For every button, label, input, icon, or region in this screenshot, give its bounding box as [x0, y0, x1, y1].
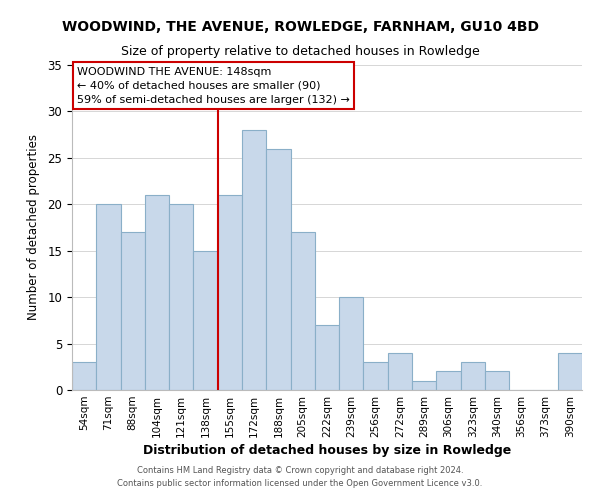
Bar [218, 195, 242, 390]
Y-axis label: Number of detached properties: Number of detached properties [28, 134, 40, 320]
Bar [72, 362, 96, 390]
Bar [169, 204, 193, 390]
Bar [412, 380, 436, 390]
Bar [339, 297, 364, 390]
Bar [388, 353, 412, 390]
Bar [242, 130, 266, 390]
Bar [193, 250, 218, 390]
Bar [558, 353, 582, 390]
Bar [436, 372, 461, 390]
Bar [266, 148, 290, 390]
Bar [96, 204, 121, 390]
Text: Size of property relative to detached houses in Rowledge: Size of property relative to detached ho… [121, 45, 479, 58]
Text: Contains HM Land Registry data © Crown copyright and database right 2024.
Contai: Contains HM Land Registry data © Crown c… [118, 466, 482, 487]
Text: WOODWIND THE AVENUE: 148sqm
← 40% of detached houses are smaller (90)
59% of sem: WOODWIND THE AVENUE: 148sqm ← 40% of det… [77, 66, 350, 104]
Bar [364, 362, 388, 390]
X-axis label: Distribution of detached houses by size in Rowledge: Distribution of detached houses by size … [143, 444, 511, 457]
Bar [145, 195, 169, 390]
Bar [485, 372, 509, 390]
Bar [290, 232, 315, 390]
Text: WOODWIND, THE AVENUE, ROWLEDGE, FARNHAM, GU10 4BD: WOODWIND, THE AVENUE, ROWLEDGE, FARNHAM,… [62, 20, 539, 34]
Bar [461, 362, 485, 390]
Bar [121, 232, 145, 390]
Bar [315, 325, 339, 390]
